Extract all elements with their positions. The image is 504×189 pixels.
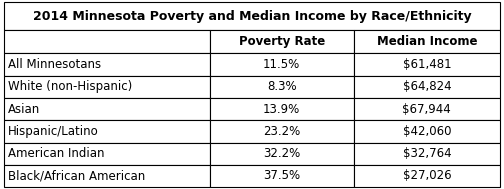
Bar xyxy=(4,165,210,187)
Text: All Minnesotans: All Minnesotans xyxy=(8,58,101,71)
Text: $42,060: $42,060 xyxy=(403,125,451,138)
Bar xyxy=(4,30,210,53)
Bar xyxy=(210,53,354,76)
Bar xyxy=(210,30,354,53)
Text: 23.2%: 23.2% xyxy=(263,125,300,138)
Bar xyxy=(4,76,210,98)
Text: Hispanic/Latino: Hispanic/Latino xyxy=(8,125,99,138)
Text: American Indian: American Indian xyxy=(8,147,104,160)
Text: 11.5%: 11.5% xyxy=(263,58,300,71)
Bar xyxy=(354,98,500,120)
Text: Black/African American: Black/African American xyxy=(8,170,145,182)
Bar xyxy=(210,98,354,120)
Text: 32.2%: 32.2% xyxy=(263,147,300,160)
Text: White (non-Hispanic): White (non-Hispanic) xyxy=(8,80,133,93)
Bar xyxy=(210,165,354,187)
Bar xyxy=(354,30,500,53)
Bar xyxy=(210,120,354,143)
Text: 13.9%: 13.9% xyxy=(263,103,300,116)
Bar xyxy=(354,120,500,143)
Text: $61,481: $61,481 xyxy=(403,58,451,71)
Bar xyxy=(354,76,500,98)
Bar xyxy=(4,120,210,143)
Text: $64,824: $64,824 xyxy=(403,80,451,93)
Bar xyxy=(4,2,500,30)
Bar xyxy=(210,143,354,165)
Text: Asian: Asian xyxy=(8,103,40,116)
Bar xyxy=(4,53,210,76)
Bar xyxy=(354,165,500,187)
Bar xyxy=(4,143,210,165)
Text: Poverty Rate: Poverty Rate xyxy=(238,35,325,48)
Text: $27,026: $27,026 xyxy=(403,170,451,182)
Bar xyxy=(354,53,500,76)
Text: $32,764: $32,764 xyxy=(403,147,451,160)
Text: Median Income: Median Income xyxy=(376,35,477,48)
Text: 37.5%: 37.5% xyxy=(263,170,300,182)
Bar xyxy=(4,98,210,120)
Text: $67,944: $67,944 xyxy=(402,103,451,116)
Bar xyxy=(210,76,354,98)
Bar xyxy=(354,143,500,165)
Text: 8.3%: 8.3% xyxy=(267,80,296,93)
Text: 2014 Minnesota Poverty and Median Income by Race/Ethnicity: 2014 Minnesota Poverty and Median Income… xyxy=(33,9,471,22)
